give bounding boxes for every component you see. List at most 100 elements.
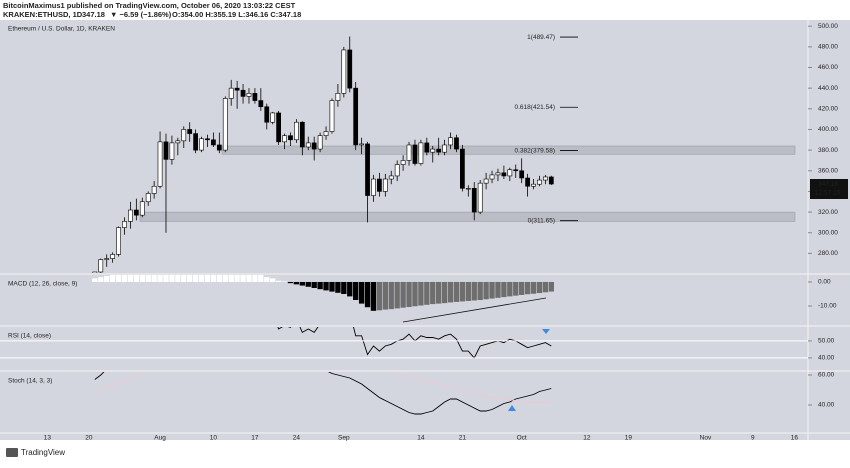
candle-body <box>377 179 381 191</box>
pane-title: MACD (12, 26, close, 9) <box>8 281 77 288</box>
candle-body <box>176 141 180 143</box>
histogram-bar <box>454 282 459 302</box>
candle-body <box>371 179 375 196</box>
candle-body <box>122 221 126 227</box>
histogram-bar <box>466 282 471 301</box>
histogram-bar <box>371 282 376 311</box>
histogram-bar <box>525 282 530 294</box>
fib-label: 0.382(379.58) <box>515 147 555 154</box>
histogram-bar <box>317 282 322 289</box>
candle-body <box>448 138 452 145</box>
candle-body <box>360 144 364 145</box>
histogram-bar <box>288 282 293 283</box>
candle-body <box>152 186 156 193</box>
histogram-bar <box>430 282 435 304</box>
histogram-bar <box>276 281 281 282</box>
x-tick-label: 12 <box>583 435 591 442</box>
publisher: BitcoinMaximus1 published on TradingView… <box>3 1 296 10</box>
histogram-bar <box>98 277 103 282</box>
candle-body <box>472 188 476 212</box>
histogram-bar <box>549 282 554 292</box>
candle-body <box>543 177 547 180</box>
histogram-bar <box>323 282 328 290</box>
candle-body <box>318 136 322 149</box>
candle-body <box>407 145 411 160</box>
candle-body <box>419 143 423 164</box>
candle-body <box>354 88 358 145</box>
candle-body <box>211 140 215 145</box>
histogram-bar <box>270 278 275 282</box>
candle-body <box>508 170 512 176</box>
candle-body <box>312 143 316 149</box>
histogram-bar <box>483 282 488 299</box>
candle-body <box>164 142 168 160</box>
candle-body <box>365 144 369 196</box>
y-tick-label: 360.00 <box>818 167 838 174</box>
candle-body <box>478 183 482 212</box>
candle-body <box>537 180 541 184</box>
candle-body <box>105 259 109 260</box>
histogram-bar <box>507 282 512 296</box>
histogram-bar <box>537 282 542 293</box>
candle-body <box>496 173 500 175</box>
fib-label: 0.618(421.54) <box>515 104 555 111</box>
histogram-bar <box>258 275 263 282</box>
candle-body <box>128 210 132 221</box>
candle-body <box>140 202 144 215</box>
candle-body <box>389 176 393 179</box>
candle-body <box>490 175 494 179</box>
histogram-bar <box>306 282 311 287</box>
histogram-bar <box>489 282 494 299</box>
histogram-bar <box>347 282 352 296</box>
x-tick-label: 19 <box>625 435 633 442</box>
y-tick-label: 280.00 <box>818 250 838 257</box>
histogram-bar <box>329 282 334 292</box>
histogram-bar <box>436 282 441 304</box>
candle-body <box>199 139 203 150</box>
histogram-bar <box>448 282 453 302</box>
fib-label: 1(489.47) <box>527 34 555 41</box>
histogram-bar <box>442 282 447 303</box>
y-tick-label: 40.00 <box>818 402 835 409</box>
candle-body <box>271 113 275 122</box>
candle-body <box>306 143 310 147</box>
y-tick-label: 460.00 <box>818 64 838 71</box>
candle-body <box>526 178 530 186</box>
change: ▼ −6.59 (−1.86%) <box>110 10 172 19</box>
histogram-bar <box>92 278 97 282</box>
y-tick-label: 440.00 <box>818 85 838 92</box>
candle-body <box>288 136 292 140</box>
histogram-bar <box>104 276 109 282</box>
candle-body <box>247 93 251 96</box>
histogram-bar <box>395 282 400 308</box>
histogram-bar <box>389 282 394 309</box>
x-tick-label: Sep <box>338 435 350 442</box>
candle-body <box>134 210 138 215</box>
candle-body <box>401 160 405 164</box>
x-tick-label: 17 <box>251 435 259 442</box>
x-tick-label: 24 <box>293 435 301 442</box>
histogram-bar <box>495 282 500 298</box>
histogram-bar <box>264 277 269 282</box>
y-tick-label: 380.00 <box>818 147 838 154</box>
histogram-bar <box>377 282 382 310</box>
candle-body <box>99 260 103 272</box>
candle-body <box>336 93 340 100</box>
logo <box>6 448 18 457</box>
candle-body <box>383 179 387 191</box>
histogram-bar <box>513 282 518 296</box>
y-tick-label: 300.00 <box>818 229 838 236</box>
candle-body <box>460 149 464 188</box>
candle-body <box>170 143 174 160</box>
candle-body <box>330 101 334 132</box>
symbol: KRAKEN:ETHUSD, 1D <box>3 10 83 19</box>
histogram-bar <box>543 282 548 292</box>
histogram-bar <box>312 282 317 288</box>
histogram-bar <box>110 275 115 282</box>
y-tick-label: 480.00 <box>818 44 838 51</box>
x-tick-label: 16 <box>791 435 799 442</box>
fib-label: 0(311.65) <box>528 217 555 224</box>
candle-body <box>484 179 488 183</box>
candle-body <box>520 171 524 178</box>
